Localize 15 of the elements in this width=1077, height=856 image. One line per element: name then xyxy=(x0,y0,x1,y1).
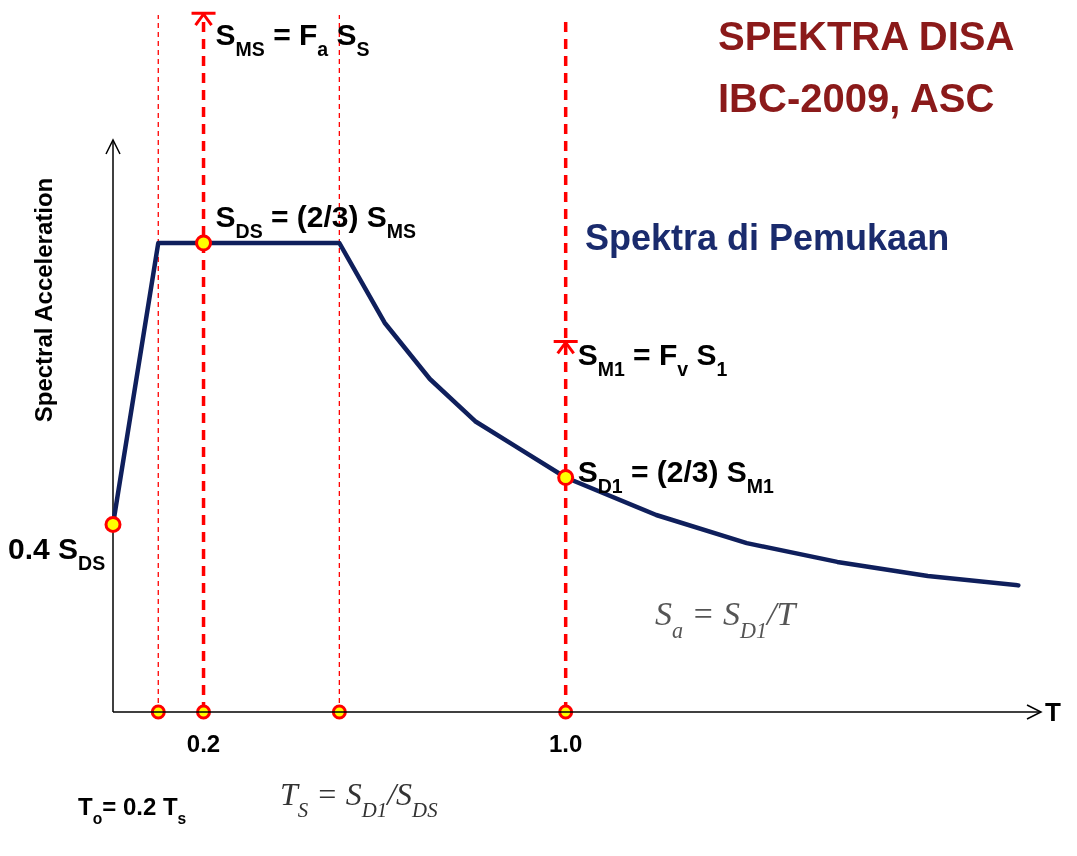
chart-title: SPEKTRA DISA xyxy=(718,14,1015,58)
annotation: S$_{a}$ = S$_{D1}$/T xyxy=(655,595,798,643)
chart-subtitle: IBC-2009, ASC xyxy=(718,76,995,120)
annotation: S$_{DS}$ = (2/3) S$_{MS}$ xyxy=(215,200,417,242)
text: T$_{S}$ = S$_{D1}$/S$_{DS}$ xyxy=(280,776,439,821)
x-tick-label: 1.0 xyxy=(549,730,583,757)
annotation: S$_{D1}$ = (2/3) S$_{M1}$ xyxy=(577,454,775,497)
annotation: S$_{M1}$ = F$_{v}$ S$_{1}$ xyxy=(577,338,728,381)
annotation: S$_{MS}$ = F$_{a}$ S$_{S}$ xyxy=(215,18,370,61)
x-axis-title: T xyxy=(1045,697,1061,727)
y-axis-title: Spectral Acceleration xyxy=(30,177,57,423)
annotation: 0.4 S$_{DS}$ xyxy=(8,532,106,575)
text: T$_{o}$= 0.2 T$_{s}$ xyxy=(78,793,187,827)
x-tick-label: 0.2 xyxy=(186,730,221,757)
annotation: Spektra di Pemukaan xyxy=(585,217,950,258)
